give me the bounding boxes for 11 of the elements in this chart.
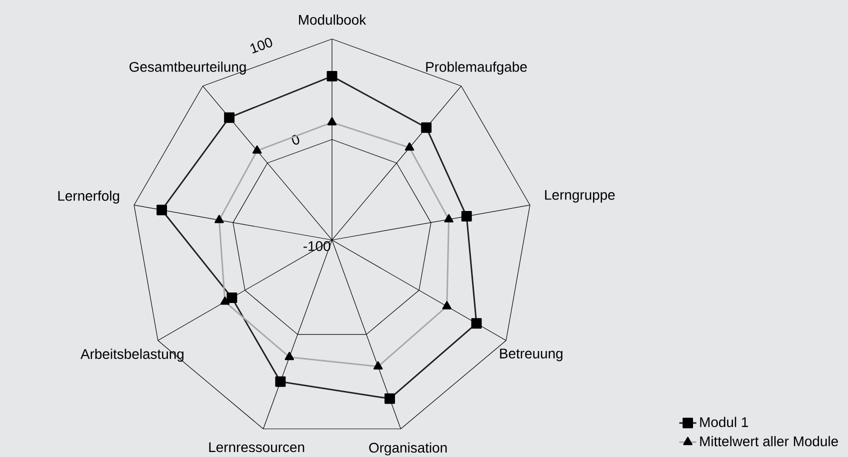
spoke-label: Lernressourcen bbox=[209, 442, 304, 452]
y-tick-label: 100 bbox=[250, 38, 272, 54]
spoke-label: Gesamtbeurteilung bbox=[130, 61, 246, 74]
legend-label: Modul 1 bbox=[700, 416, 748, 427]
spoke-label: Betreuung bbox=[500, 348, 562, 362]
spoke-label: Lerngruppe bbox=[545, 190, 615, 202]
legend-label: Mittelwert aller Module bbox=[700, 436, 838, 446]
spoke-label: Problemaufgabe bbox=[426, 61, 527, 74]
spoke-label: Modulbook bbox=[299, 14, 366, 25]
spoke-label: Organisation bbox=[369, 442, 447, 456]
spoke-label: Lernerfolg bbox=[58, 190, 120, 204]
